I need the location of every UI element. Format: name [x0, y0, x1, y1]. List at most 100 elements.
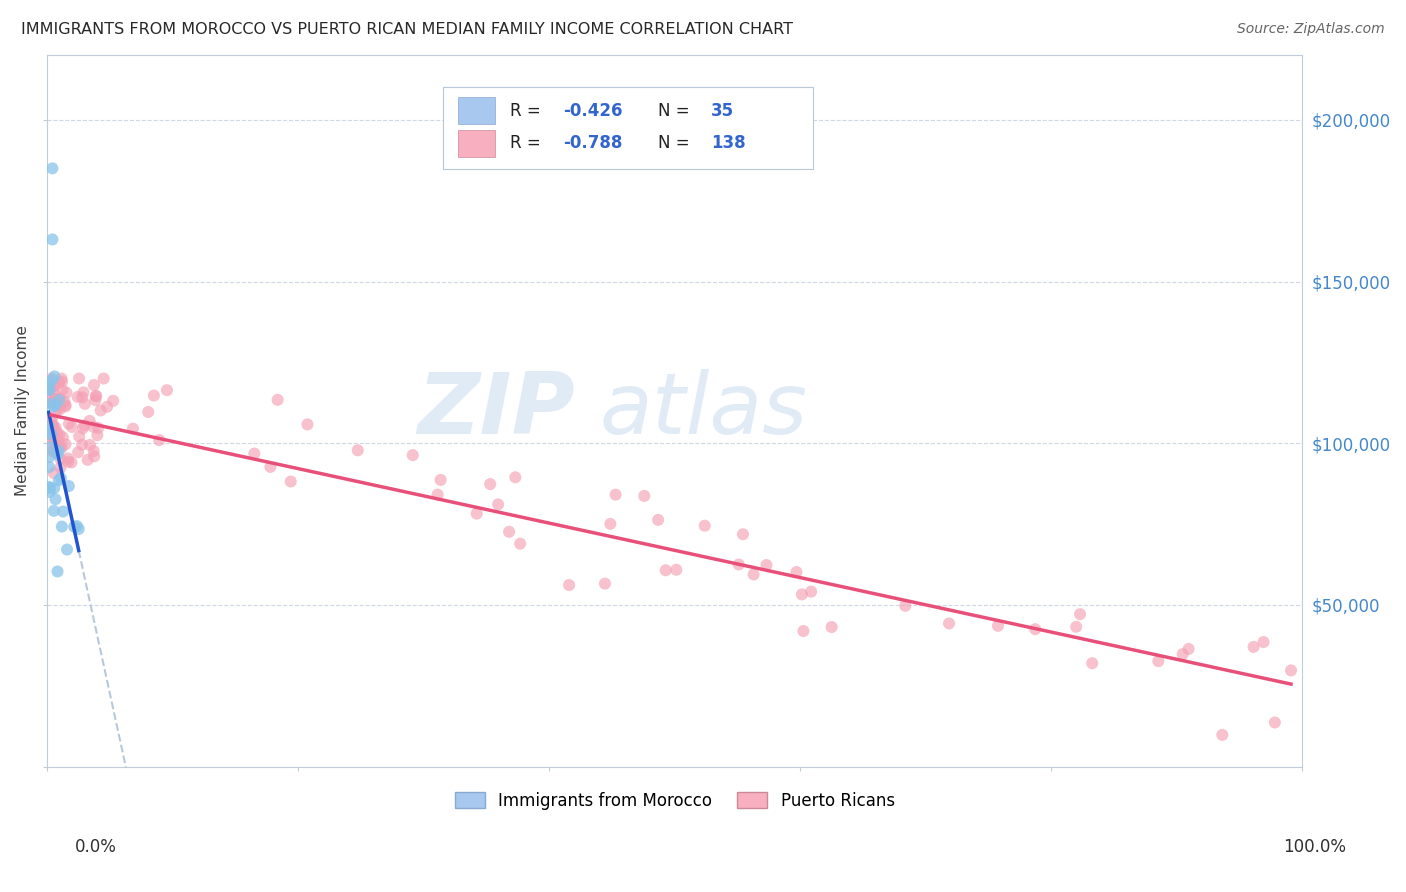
Point — [39, 428, 62, 442]
Point — [83, 420, 105, 434]
Point — [1171, 647, 1194, 661]
Point — [83, 444, 105, 458]
Point — [48, 393, 70, 408]
Point — [56, 451, 79, 466]
Point — [56, 455, 79, 469]
Point — [84, 389, 107, 403]
Point — [51, 375, 73, 389]
Point — [48, 473, 70, 487]
Point — [426, 488, 449, 502]
Point — [44, 398, 66, 412]
Point — [654, 563, 676, 577]
Point — [67, 522, 90, 536]
Point — [593, 576, 616, 591]
Point — [73, 418, 96, 433]
Point — [44, 369, 66, 384]
Point — [42, 423, 65, 437]
Point — [142, 388, 165, 402]
Point — [38, 480, 60, 494]
Point — [38, 419, 60, 434]
FancyBboxPatch shape — [458, 97, 495, 124]
Point — [42, 399, 65, 413]
Point — [346, 443, 368, 458]
Point — [605, 488, 627, 502]
Point — [96, 400, 118, 414]
Point — [56, 542, 79, 557]
Point — [1064, 620, 1087, 634]
Point — [39, 396, 62, 410]
Point — [66, 519, 89, 533]
Point — [87, 421, 110, 435]
Point — [800, 584, 823, 599]
Point — [48, 443, 70, 458]
Point — [41, 371, 63, 385]
Point — [58, 417, 80, 431]
Point — [52, 504, 75, 518]
Point — [72, 385, 94, 400]
Point — [45, 425, 67, 440]
Point — [51, 383, 73, 397]
Point — [820, 620, 842, 634]
Point — [938, 616, 960, 631]
Point — [297, 417, 319, 432]
Point — [509, 536, 531, 550]
Point — [55, 400, 77, 414]
Point — [558, 578, 581, 592]
Point — [67, 445, 90, 459]
Text: 35: 35 — [711, 102, 734, 120]
Point — [90, 403, 112, 417]
Point — [55, 385, 77, 400]
Point — [49, 460, 72, 475]
Point — [38, 460, 60, 475]
Point — [46, 433, 69, 447]
Point — [486, 497, 509, 511]
Point — [505, 470, 527, 484]
Point — [58, 479, 80, 493]
Point — [45, 420, 67, 434]
Point — [41, 373, 63, 387]
Point — [38, 377, 60, 392]
Point — [479, 477, 502, 491]
Point — [72, 390, 94, 404]
Point — [60, 455, 83, 469]
Text: 138: 138 — [711, 135, 745, 153]
Point — [46, 565, 69, 579]
Point — [42, 429, 65, 443]
Point — [41, 232, 63, 246]
Point — [86, 389, 108, 403]
Point — [731, 527, 754, 541]
Text: atlas: atlas — [599, 369, 807, 452]
Point — [46, 447, 69, 461]
Point — [60, 420, 83, 434]
Point — [48, 440, 70, 454]
Point — [1069, 607, 1091, 622]
Point — [42, 420, 65, 434]
Point — [70, 438, 93, 452]
Point — [1081, 657, 1104, 671]
Point — [987, 619, 1010, 633]
Point — [79, 414, 101, 428]
Point — [38, 450, 60, 464]
Point — [39, 415, 62, 429]
Point — [148, 433, 170, 447]
Point — [41, 424, 63, 438]
Point — [44, 492, 66, 507]
Point — [266, 392, 288, 407]
Point — [894, 599, 917, 613]
Point — [44, 444, 66, 458]
Point — [38, 485, 60, 500]
Point — [39, 481, 62, 495]
Point — [55, 398, 77, 412]
Point — [79, 438, 101, 452]
FancyBboxPatch shape — [443, 87, 813, 169]
Point — [49, 402, 72, 417]
Point — [48, 427, 70, 442]
Text: IMMIGRANTS FROM MOROCCO VS PUERTO RICAN MEDIAN FAMILY INCOME CORRELATION CHART: IMMIGRANTS FROM MOROCCO VS PUERTO RICAN … — [21, 22, 793, 37]
Point — [1243, 640, 1265, 654]
Point — [429, 473, 451, 487]
Text: R =: R = — [510, 135, 547, 153]
Point — [39, 432, 62, 446]
Point — [792, 624, 814, 638]
Point — [44, 435, 66, 450]
Point — [465, 507, 488, 521]
